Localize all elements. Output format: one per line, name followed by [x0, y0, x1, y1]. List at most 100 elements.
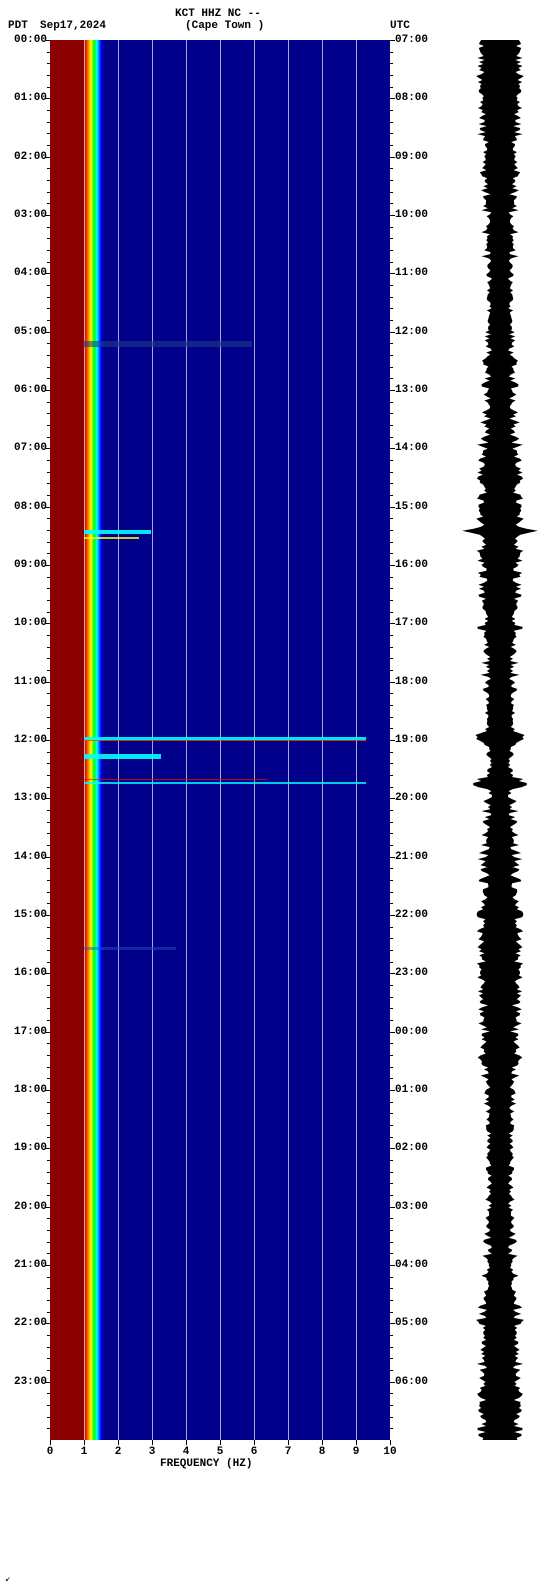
yaxis-right-minor-tick [390, 437, 393, 438]
yaxis-right-minor-tick [390, 927, 393, 928]
yaxis-left-minor-tick [47, 238, 50, 239]
yaxis-left-minor-tick [47, 87, 50, 88]
yaxis-right-minor-tick [390, 355, 393, 356]
xaxis-tick [356, 1440, 357, 1445]
yaxis-left-minor-tick [47, 180, 50, 181]
yaxis-left-minor-tick [47, 810, 50, 811]
waveform-panel [460, 40, 540, 1440]
yaxis-left-label: 22:00 [7, 1317, 47, 1329]
yaxis-left-minor-tick [47, 717, 50, 718]
yaxis-right-minor-tick [390, 577, 393, 578]
yaxis-right-minor-tick [390, 1312, 393, 1313]
yaxis-left-minor-tick [47, 530, 50, 531]
yaxis-left-label: 11:00 [7, 676, 47, 688]
yaxis-left-minor-tick [47, 1277, 50, 1278]
spectrogram-event [84, 740, 366, 741]
yaxis-right-minor-tick [390, 1428, 393, 1429]
yaxis-right-minor-tick [390, 1160, 393, 1161]
waveform-polygon [462, 40, 538, 1440]
yaxis-left-minor-tick [47, 320, 50, 321]
yaxis-left-minor-tick [47, 425, 50, 426]
yaxis-right-minor-tick [390, 822, 393, 823]
yaxis-left-minor-tick [47, 903, 50, 904]
yaxis-left-label: 18:00 [7, 1084, 47, 1096]
yaxis-right-label: 00:00 [395, 1026, 435, 1038]
yaxis-right-minor-tick [390, 1020, 393, 1021]
yaxis-right-minor-tick [390, 297, 393, 298]
yaxis-left-minor-tick [47, 600, 50, 601]
yaxis-right-minor-tick [390, 110, 393, 111]
yaxis-left-minor-tick [47, 880, 50, 881]
yaxis-right-minor-tick [390, 892, 393, 893]
yaxis-left-label: 00:00 [7, 34, 47, 46]
yaxis-right-label: 08:00 [395, 92, 435, 104]
yaxis-left-minor-tick [47, 227, 50, 228]
yaxis-right-minor-tick [390, 1137, 393, 1138]
xaxis-tick [186, 1440, 187, 1445]
yaxis-right-minor-tick [390, 1288, 393, 1289]
spectrogram-lowfreq-band [50, 40, 84, 1440]
yaxis-right-minor-tick [390, 693, 393, 694]
yaxis-right-minor-tick [390, 1078, 393, 1079]
yaxis-right-label: 13:00 [395, 384, 435, 396]
yaxis-left-minor-tick [47, 997, 50, 998]
yaxis-left-label: 04:00 [7, 267, 47, 279]
yaxis-left-minor-tick [47, 145, 50, 146]
yaxis-right-minor-tick [390, 1300, 393, 1301]
yaxis-left-minor-tick [47, 518, 50, 519]
header: PDT Sep17,2024 KCT HHZ NC -- (Cape Town … [0, 0, 552, 40]
yaxis-right-minor-tick [390, 1230, 393, 1231]
yaxis-right-label: 10:00 [395, 209, 435, 221]
yaxis-left-minor-tick [47, 1242, 50, 1243]
yaxis-right-minor-tick [390, 530, 393, 531]
yaxis-right-minor-tick [390, 250, 393, 251]
yaxis-right-minor-tick [390, 542, 393, 543]
yaxis-left-minor-tick [47, 133, 50, 134]
yaxis-right-label: 12:00 [395, 326, 435, 338]
xaxis-tick [288, 1440, 289, 1445]
spectrogram-event [84, 779, 268, 780]
yaxis-left-minor-tick [47, 542, 50, 543]
xaxis-tick-label: 8 [312, 1446, 332, 1458]
yaxis-left-minor-tick [47, 63, 50, 64]
yaxis-right-minor-tick [390, 192, 393, 193]
yaxis-right-minor-tick [390, 845, 393, 846]
xaxis-tick-label: 7 [278, 1446, 298, 1458]
yaxis-left-minor-tick [47, 1008, 50, 1009]
yaxis-left-minor-tick [47, 1043, 50, 1044]
yaxis-left-minor-tick [47, 285, 50, 286]
yaxis-right-label: 17:00 [395, 617, 435, 629]
xaxis-tick [152, 1440, 153, 1445]
yaxis-left-minor-tick [47, 985, 50, 986]
yaxis-right-minor-tick [390, 670, 393, 671]
yaxis-left-minor-tick [47, 52, 50, 53]
yaxis-right-minor-tick [390, 880, 393, 881]
yaxis-right-minor-tick [390, 1008, 393, 1009]
yaxis-left-label: 21:00 [7, 1259, 47, 1271]
yaxis-right-minor-tick [390, 227, 393, 228]
spectrogram-event [84, 782, 366, 784]
yaxis-right-minor-tick [390, 1253, 393, 1254]
yaxis-left-minor-tick [47, 833, 50, 834]
yaxis-left-minor-tick [47, 670, 50, 671]
yaxis-left-minor-tick [47, 577, 50, 578]
yaxis-left-minor-tick [47, 122, 50, 123]
yaxis-right-minor-tick [390, 180, 393, 181]
yaxis-right-minor-tick [390, 495, 393, 496]
yaxis-left-label: 13:00 [7, 792, 47, 804]
yaxis-right-label: 16:00 [395, 559, 435, 571]
yaxis-left-minor-tick [47, 950, 50, 951]
yaxis-left-label: 02:00 [7, 151, 47, 163]
yaxis-right-minor-tick [390, 1335, 393, 1336]
spectrogram-event [84, 530, 151, 534]
yaxis-left-minor-tick [47, 1137, 50, 1138]
yaxis-left-label: 14:00 [7, 851, 47, 863]
yaxis-left-label: 23:00 [7, 1376, 47, 1388]
yaxis-left-label: 08:00 [7, 501, 47, 513]
yaxis-right-minor-tick [390, 1417, 393, 1418]
yaxis-left-minor-tick [47, 1358, 50, 1359]
yaxis-right-minor-tick [390, 1277, 393, 1278]
yaxis-right-minor-tick [390, 413, 393, 414]
yaxis-left-minor-tick [47, 402, 50, 403]
yaxis-right-minor-tick [390, 1347, 393, 1348]
